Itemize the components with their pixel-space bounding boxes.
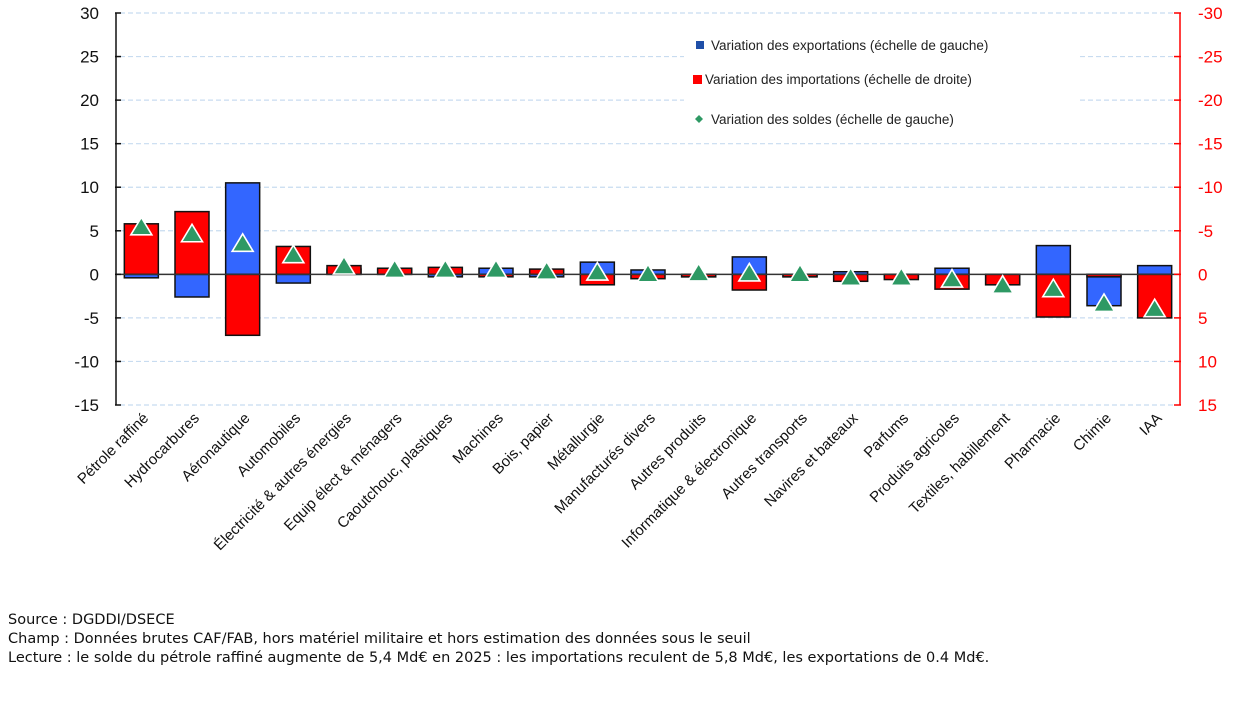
legend-background: [684, 30, 1079, 138]
balance-marker: [332, 254, 356, 275]
right-tick-label: -20: [1198, 91, 1223, 110]
left-tick-label: 20: [80, 91, 99, 110]
export-bar: [1136, 264, 1173, 276]
import-bar: [224, 273, 261, 337]
export-bar: [275, 273, 312, 284]
left-tick-label: 5: [90, 222, 99, 241]
right-tick-label: -25: [1198, 48, 1223, 67]
gridlines: [120, 12, 1180, 406]
source-note: Source : DGDDI/DSECE: [8, 612, 175, 628]
balance-markers-layer: [129, 215, 1167, 318]
export-bar: [224, 182, 261, 276]
balance-marker: [1092, 292, 1116, 313]
balance-marker: [838, 266, 863, 287]
balance-marker: [737, 261, 762, 282]
left-tick-label: 10: [80, 178, 99, 197]
category-label: Navires et bateaux: [761, 409, 862, 510]
balance-marker: [788, 262, 812, 283]
balance-marker: [940, 268, 964, 288]
category-label: Chimie: [1070, 410, 1115, 455]
legend: Variation des exportations (échelle de g…: [684, 30, 1079, 138]
left-tick-label: -10: [74, 352, 99, 371]
legend-imports-label: Variation des importations (échelle de d…: [705, 72, 972, 87]
right-tick-label: 15: [1198, 396, 1217, 415]
balance-marker: [686, 261, 711, 282]
right-tick-label: -30: [1198, 4, 1223, 23]
export-bar: [174, 273, 210, 298]
right-tick-label: -5: [1198, 222, 1213, 241]
left-tick-label: -5: [84, 309, 99, 328]
balance-marker: [180, 222, 204, 243]
balance-marker: [585, 261, 610, 281]
trade-variation-chart: 30 25 20 15 10 5 0 -5 -10 -15 -30 -25 -20 -15 -10 -5 0 5…: [74, 4, 1223, 554]
balance-marker: [1041, 277, 1066, 298]
category-label: Autres transports: [718, 410, 811, 503]
balance-marker: [484, 258, 508, 279]
left-tick-label: 0: [90, 265, 99, 284]
right-tick-label: 0: [1198, 265, 1207, 284]
bars-layer: [123, 182, 1173, 337]
import-bar: [174, 210, 210, 276]
legend-balance-swatch: [695, 115, 703, 123]
balance-marker: [382, 258, 407, 279]
balance-marker: [1142, 297, 1167, 318]
category-label: Parfums: [861, 410, 913, 462]
balance-marker: [889, 266, 914, 287]
balance-marker: [230, 232, 255, 253]
chart-notes: Source : DGDDI/DSECE Champ : Données bru…: [8, 611, 1248, 668]
legend-imports-swatch: [693, 75, 702, 84]
left-tick-label: 25: [80, 48, 99, 67]
lecture-note: Lecture : le solde du pétrole raffiné au…: [8, 650, 990, 666]
category-labels: Pétrole raffinéHydrocarburesAéronautique…: [74, 409, 1165, 554]
category-label: IAA: [1136, 410, 1165, 439]
balance-marker: [534, 260, 559, 281]
export-bar: [1035, 244, 1072, 276]
right-tick-label: 5: [1198, 309, 1207, 328]
left-axis: 30 25 20 15 10 5 0 -5 -10 -15: [74, 4, 121, 415]
right-tick-label: -10: [1198, 178, 1223, 197]
right-axis: -30 -25 -20 -15 -10 -5 0 5 10 15: [1174, 4, 1223, 415]
balance-marker: [636, 262, 660, 283]
left-tick-label: -15: [74, 396, 99, 415]
category-label: Textiles, habillement: [906, 409, 1014, 517]
balance-marker: [281, 243, 306, 264]
balance-marker: [433, 258, 458, 279]
balance-marker: [990, 274, 1015, 294]
legend-exports-label: Variation des exportations (échelle de g…: [711, 38, 988, 53]
legend-exports-swatch: [696, 41, 704, 49]
right-tick-label: -15: [1198, 135, 1223, 154]
left-tick-label: 30: [80, 4, 99, 23]
category-label: Produits agricoles: [866, 410, 962, 506]
right-tick-label: 10: [1198, 352, 1217, 371]
legend-balance-label: Variation des soldes (échelle de gauche): [711, 112, 954, 127]
left-tick-label: 15: [80, 135, 99, 154]
balance-marker: [129, 215, 154, 236]
champ-note: Champ : Données brutes CAF/FAB, hors mat…: [8, 631, 751, 647]
